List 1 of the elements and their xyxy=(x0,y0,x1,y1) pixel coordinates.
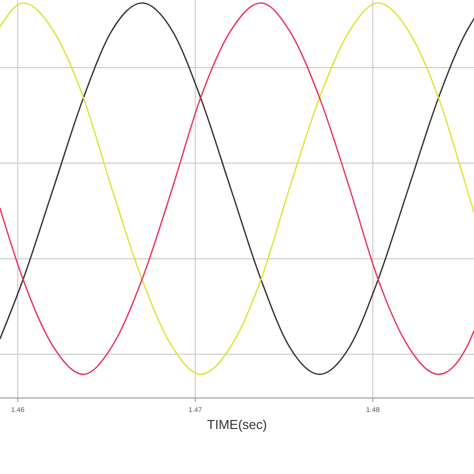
x-axis-title: TIME(sec) xyxy=(207,417,267,432)
